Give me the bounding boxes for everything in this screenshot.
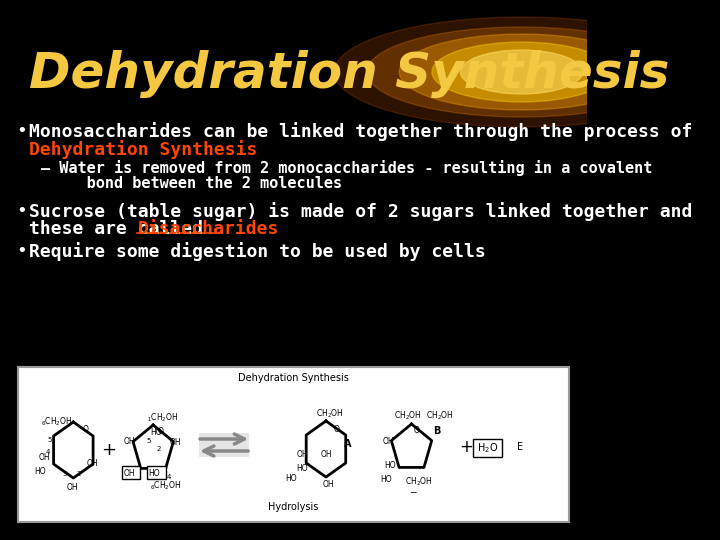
Bar bbox=[147, 466, 166, 479]
Text: Dehydration Synthesis: Dehydration Synthesis bbox=[238, 373, 348, 383]
Text: $_1$CH$_2$OH: $_1$CH$_2$OH bbox=[147, 412, 178, 424]
Text: 5: 5 bbox=[48, 437, 52, 443]
Ellipse shape bbox=[366, 27, 676, 117]
Text: OH: OH bbox=[39, 453, 50, 462]
Text: – Water is removed from 2 monocaccharides - resulting in a covalent: – Water is removed from 2 monocaccharide… bbox=[41, 160, 652, 176]
Bar bbox=[199, 433, 249, 457]
Text: OH: OH bbox=[382, 437, 394, 446]
Text: HO: HO bbox=[150, 428, 161, 437]
Text: •: • bbox=[17, 242, 27, 260]
Text: these are called: these are called bbox=[30, 220, 215, 238]
Text: O: O bbox=[83, 425, 89, 434]
Text: O: O bbox=[158, 427, 164, 436]
Text: CH$_2$OH: CH$_2$OH bbox=[405, 475, 433, 488]
Text: _: _ bbox=[410, 483, 415, 493]
Text: OH: OH bbox=[86, 459, 98, 468]
Text: Dehydration Synthesis: Dehydration Synthesis bbox=[30, 140, 258, 159]
Text: E: E bbox=[517, 442, 523, 452]
Text: Sucrose (table sugar) is made of 2 sugars linked together and: Sucrose (table sugar) is made of 2 sugar… bbox=[30, 202, 693, 221]
Text: O: O bbox=[413, 426, 419, 435]
Text: HO: HO bbox=[35, 467, 46, 476]
Text: HO: HO bbox=[285, 474, 297, 483]
Bar bbox=[472, 439, 502, 457]
Text: Require some digestion to be used by cells: Require some digestion to be used by cel… bbox=[30, 242, 486, 261]
Text: 3: 3 bbox=[62, 471, 66, 477]
Text: $_6$CH$_2$OH: $_6$CH$_2$OH bbox=[41, 415, 72, 428]
Text: Dehydration Synthesis: Dehydration Synthesis bbox=[29, 50, 669, 98]
Text: H$_2$O: H$_2$O bbox=[477, 441, 498, 455]
Text: +: + bbox=[459, 438, 473, 456]
Text: 2: 2 bbox=[76, 471, 81, 477]
Ellipse shape bbox=[432, 42, 611, 102]
Text: 4: 4 bbox=[45, 449, 50, 455]
Text: B: B bbox=[433, 426, 440, 436]
Text: HO: HO bbox=[381, 475, 392, 484]
Text: OH: OH bbox=[67, 483, 78, 492]
Text: OH: OH bbox=[321, 450, 333, 459]
Text: OH: OH bbox=[323, 480, 334, 489]
Text: OH: OH bbox=[124, 469, 135, 477]
Text: CH$_2$OH: CH$_2$OH bbox=[426, 409, 454, 422]
Text: 4: 4 bbox=[166, 474, 171, 480]
Text: CH$_2$OH: CH$_2$OH bbox=[394, 409, 421, 422]
Text: HO: HO bbox=[297, 464, 308, 473]
Text: •: • bbox=[17, 202, 27, 220]
Bar bbox=[122, 466, 140, 479]
Text: Hydrolysis: Hydrolysis bbox=[268, 502, 318, 512]
Ellipse shape bbox=[460, 50, 582, 94]
Text: OH: OH bbox=[297, 450, 308, 459]
Text: Monosaccharides can be linked together through the process of: Monosaccharides can be linked together t… bbox=[30, 122, 693, 141]
Text: OH: OH bbox=[169, 438, 181, 447]
Text: HO: HO bbox=[148, 469, 160, 477]
Text: 3: 3 bbox=[160, 468, 164, 474]
Text: $_6$CH$_2$OH: $_6$CH$_2$OH bbox=[150, 480, 181, 492]
Text: •: • bbox=[17, 122, 27, 140]
Text: O: O bbox=[334, 425, 340, 434]
Ellipse shape bbox=[400, 34, 644, 110]
Text: +: + bbox=[101, 441, 116, 459]
Text: OH: OH bbox=[124, 437, 135, 446]
Text: HO: HO bbox=[384, 461, 395, 470]
Text: A: A bbox=[344, 439, 351, 449]
Text: CH$_2$OH: CH$_2$OH bbox=[316, 408, 344, 421]
Bar bbox=[18, 367, 569, 522]
Text: 2: 2 bbox=[156, 446, 161, 452]
Text: Disaccharides: Disaccharides bbox=[138, 220, 279, 238]
Text: bond between the 2 molecules: bond between the 2 molecules bbox=[41, 176, 342, 191]
Text: 5: 5 bbox=[147, 438, 151, 444]
Ellipse shape bbox=[334, 17, 709, 127]
